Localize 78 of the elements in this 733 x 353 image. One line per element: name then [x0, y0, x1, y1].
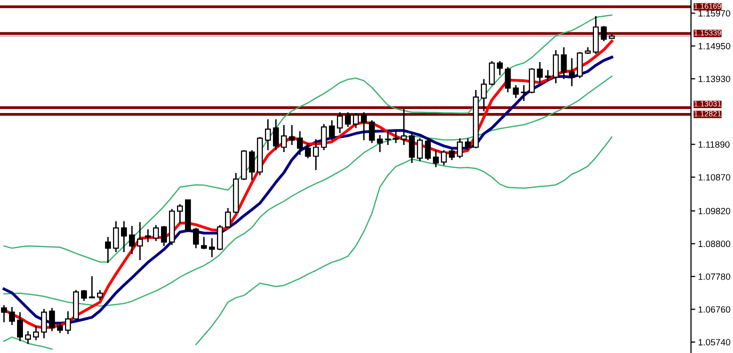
candlestick: [192, 227, 199, 249]
y-tick-label: 1.14950: [698, 42, 730, 50]
candlestick: [176, 203, 183, 224]
candlestick: [392, 130, 399, 144]
candlestick: [536, 61, 543, 84]
candlestick: [272, 118, 279, 151]
y-tick-label: 1.15970: [698, 10, 730, 17]
candlestick: [416, 138, 423, 162]
candlestick: [161, 225, 167, 247]
candlestick: [552, 49, 559, 84]
candlestick: [320, 123, 327, 151]
candlestick: [336, 112, 343, 134]
candlestick: [33, 325, 39, 341]
candlestick: [296, 130, 303, 156]
candlestick: [129, 225, 135, 255]
y-tick-label: 1.08800: [698, 240, 730, 248]
candlestick: [248, 149, 255, 181]
candlestick: [312, 138, 319, 171]
candlestick: [504, 66, 511, 93]
candlestick: [560, 46, 567, 80]
candlestick: [97, 289, 103, 301]
candlestick: [224, 207, 231, 229]
candlestick: [288, 124, 295, 146]
candlestick: [41, 308, 47, 339]
candlestick: [512, 84, 519, 99]
candlestick: [400, 108, 407, 146]
candlestick: [600, 25, 607, 42]
y-tick-label: 1.06760: [698, 306, 730, 313]
y-tick-label: 1.11890: [698, 141, 730, 148]
candlestick: [113, 220, 119, 253]
candlestick: [464, 138, 471, 151]
candlestick: [488, 60, 495, 86]
candlestick: [520, 84, 527, 102]
candlestick: [216, 224, 223, 251]
candlestick: [328, 120, 335, 141]
candlestick: [448, 148, 455, 161]
candlestick: [376, 134, 383, 153]
candlestick: [352, 112, 359, 129]
candlestick: [153, 224, 159, 242]
candlestick: [49, 307, 55, 332]
candlestick: [264, 118, 271, 151]
candlestick: [208, 238, 215, 258]
candlestick: [65, 310, 71, 335]
candlestick: [432, 149, 439, 168]
candlestick: [456, 138, 463, 159]
y-tick-label: 1.09820: [698, 208, 730, 214]
candlestick: [105, 236, 111, 264]
candlestick: [200, 236, 207, 250]
y-tick-label: 1.05740: [698, 339, 730, 346]
candlestick: [145, 228, 151, 243]
candlestick: [1, 304, 7, 323]
candlestick: [368, 120, 375, 144]
candlestick: [121, 220, 127, 253]
candlestick: [440, 149, 447, 166]
candlestick: [304, 142, 311, 159]
candlestick: [57, 322, 63, 334]
candlestick: [9, 306, 15, 326]
candlestick: [576, 51, 583, 79]
candlestick: [544, 69, 551, 82]
candlestick: [480, 78, 487, 112]
y-tick-label: 1.10870: [698, 174, 730, 181]
candlestick: [408, 132, 415, 164]
y-tick-label: 1.07780: [698, 273, 730, 280]
candlestick: [17, 311, 23, 342]
candlestick: [384, 130, 391, 146]
candlestick: [528, 67, 535, 94]
candlestick: [568, 57, 575, 87]
candlestick: [137, 221, 143, 261]
y-tick-label: 1.13930: [698, 76, 730, 82]
candlestick: [496, 60, 503, 76]
candlestick: [280, 124, 287, 153]
candlestick: [424, 138, 431, 161]
candlestick: [25, 330, 31, 345]
candlestick: [344, 112, 351, 128]
candlestick: [89, 275, 95, 299]
candlestick: [360, 112, 367, 141]
line-series: [3, 14, 612, 263]
candlestick: [81, 289, 87, 302]
